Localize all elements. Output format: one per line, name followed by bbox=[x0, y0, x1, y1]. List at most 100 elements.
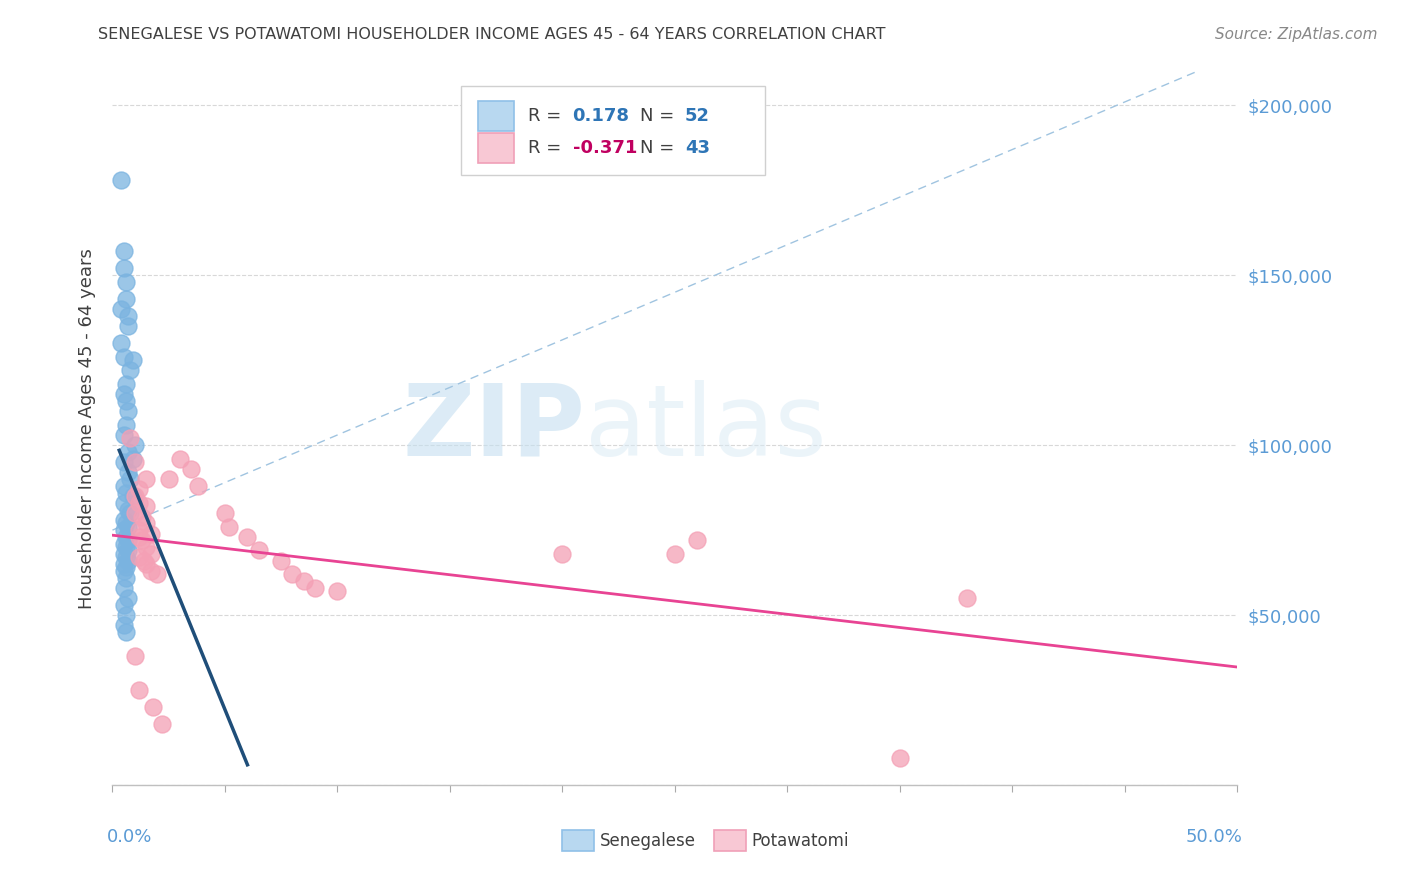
Point bbox=[115, 292, 138, 306]
Text: Potawatomi: Potawatomi bbox=[751, 831, 849, 849]
Point bbox=[115, 625, 138, 640]
Point bbox=[115, 571, 138, 585]
Text: R =: R = bbox=[527, 139, 567, 157]
Point bbox=[112, 479, 135, 493]
Text: N =: N = bbox=[640, 107, 681, 125]
Point bbox=[121, 451, 143, 466]
Point bbox=[110, 336, 132, 351]
Point bbox=[150, 716, 173, 731]
Point bbox=[112, 387, 135, 401]
Point bbox=[112, 350, 135, 364]
Point bbox=[115, 550, 138, 565]
Point bbox=[115, 485, 138, 500]
Point bbox=[180, 462, 202, 476]
Point bbox=[664, 547, 686, 561]
Point bbox=[112, 547, 135, 561]
Point bbox=[117, 445, 139, 459]
Point bbox=[135, 540, 157, 554]
Point bbox=[139, 547, 162, 561]
Point bbox=[304, 581, 326, 595]
Point bbox=[139, 526, 162, 541]
FancyBboxPatch shape bbox=[714, 830, 745, 851]
Point bbox=[112, 513, 135, 527]
FancyBboxPatch shape bbox=[562, 830, 593, 851]
Point bbox=[117, 319, 139, 334]
Point bbox=[956, 591, 979, 605]
Point bbox=[117, 519, 139, 533]
Point bbox=[110, 302, 132, 317]
Point bbox=[120, 431, 142, 445]
Point bbox=[142, 699, 165, 714]
Text: 52: 52 bbox=[685, 107, 710, 125]
Point bbox=[236, 530, 259, 544]
Point bbox=[124, 438, 146, 452]
Point bbox=[115, 376, 138, 391]
Text: 50.0%: 50.0% bbox=[1187, 828, 1243, 846]
Point bbox=[124, 455, 146, 469]
Point bbox=[131, 533, 153, 548]
Point bbox=[169, 451, 191, 466]
Point bbox=[187, 479, 209, 493]
Point bbox=[128, 483, 150, 497]
Point bbox=[247, 543, 270, 558]
Point bbox=[292, 574, 315, 588]
Point bbox=[112, 581, 135, 595]
Point bbox=[121, 353, 143, 368]
Point bbox=[139, 564, 162, 578]
Text: 43: 43 bbox=[685, 139, 710, 157]
Point bbox=[120, 363, 142, 377]
Text: atlas: atlas bbox=[585, 380, 827, 476]
Point bbox=[128, 523, 150, 537]
Point bbox=[112, 618, 135, 632]
Point bbox=[214, 506, 236, 520]
Point bbox=[128, 550, 150, 565]
Text: -0.371: -0.371 bbox=[572, 139, 637, 157]
Point bbox=[110, 173, 132, 187]
Point bbox=[135, 557, 157, 571]
Point bbox=[121, 489, 143, 503]
Point bbox=[115, 417, 138, 432]
Point bbox=[218, 519, 240, 533]
Point bbox=[112, 496, 135, 510]
Text: SENEGALESE VS POTAWATOMI HOUSEHOLDER INCOME AGES 45 - 64 YEARS CORRELATION CHART: SENEGALESE VS POTAWATOMI HOUSEHOLDER INC… bbox=[98, 27, 886, 42]
Point bbox=[128, 530, 150, 544]
Point bbox=[131, 509, 153, 524]
Text: 0.178: 0.178 bbox=[572, 107, 630, 125]
Point bbox=[115, 608, 138, 623]
Point bbox=[117, 533, 139, 548]
Point bbox=[112, 244, 135, 259]
Point bbox=[135, 500, 157, 514]
Point bbox=[281, 567, 304, 582]
Point bbox=[135, 516, 157, 531]
Point bbox=[326, 584, 349, 599]
Text: N =: N = bbox=[640, 139, 681, 157]
Text: Senegalese: Senegalese bbox=[599, 831, 696, 849]
Point bbox=[117, 554, 139, 568]
Point bbox=[146, 567, 169, 582]
Point bbox=[686, 533, 709, 548]
Point bbox=[124, 648, 146, 663]
Point bbox=[112, 455, 135, 469]
Point bbox=[128, 682, 150, 697]
Point bbox=[117, 591, 139, 605]
Point bbox=[128, 496, 150, 510]
Text: ZIP: ZIP bbox=[402, 380, 585, 476]
Text: R =: R = bbox=[527, 107, 567, 125]
FancyBboxPatch shape bbox=[461, 86, 765, 175]
Point bbox=[117, 543, 139, 558]
Text: Source: ZipAtlas.com: Source: ZipAtlas.com bbox=[1215, 27, 1378, 42]
Point bbox=[270, 554, 292, 568]
Point bbox=[112, 537, 135, 551]
Point bbox=[157, 472, 180, 486]
Point bbox=[115, 516, 138, 531]
Text: 0.0%: 0.0% bbox=[107, 828, 152, 846]
Point bbox=[112, 557, 135, 571]
Point bbox=[112, 598, 135, 612]
Point bbox=[132, 554, 155, 568]
FancyBboxPatch shape bbox=[478, 102, 515, 131]
Point bbox=[115, 530, 138, 544]
Point bbox=[120, 472, 142, 486]
Point bbox=[115, 275, 138, 289]
Point bbox=[120, 506, 142, 520]
Point bbox=[124, 489, 146, 503]
